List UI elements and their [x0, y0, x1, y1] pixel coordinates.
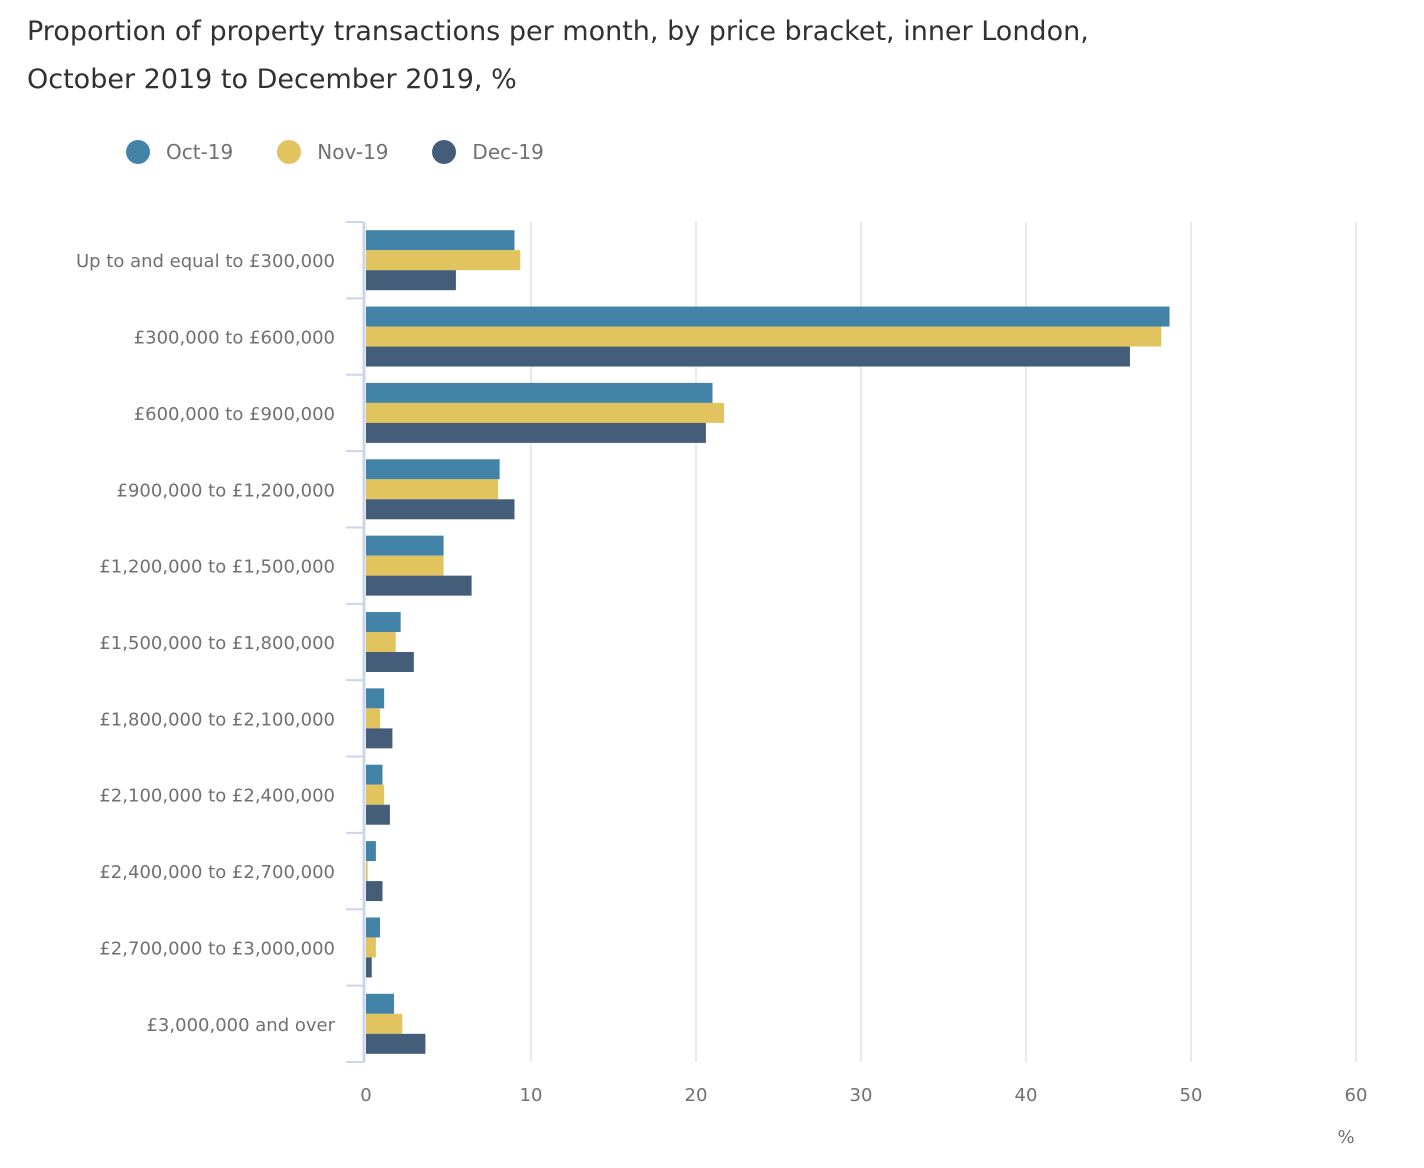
category-label: £1,500,000 to £1,800,000 — [99, 633, 335, 654]
x-tick-label: 20 — [685, 1085, 708, 1106]
bar-nov-19 — [366, 937, 376, 958]
legend-item[interactable]: Nov-19 — [277, 140, 388, 164]
x-tick-label: 0 — [360, 1085, 371, 1106]
bar-nov-19 — [366, 479, 498, 500]
bar-nov-19 — [366, 1013, 403, 1034]
bar-oct-19 — [366, 917, 381, 938]
bar-oct-19 — [366, 535, 444, 556]
category-label: £300,000 to £600,000 — [134, 328, 335, 349]
legend-item[interactable]: Dec-19 — [432, 140, 544, 164]
bar-dec-19 — [366, 881, 383, 902]
legend-marker-icon — [432, 140, 457, 164]
bar-oct-19 — [366, 764, 383, 785]
bar-nov-19 — [366, 250, 521, 271]
category-label: Up to and equal to £300,000 — [76, 251, 335, 272]
chart-title-line-1: Proportion of property transactions per … — [27, 16, 1089, 47]
category-label: £3,000,000 and over — [146, 1015, 335, 1036]
bar-oct-19 — [366, 993, 395, 1014]
bar-nov-19 — [366, 555, 444, 576]
bar-dec-19 — [366, 499, 515, 520]
bar-dec-19 — [366, 1033, 426, 1054]
bar-nov-19 — [366, 861, 368, 882]
legend-item[interactable]: Oct-19 — [126, 140, 233, 164]
bar-dec-19 — [366, 270, 456, 291]
bar-dec-19 — [366, 728, 393, 749]
bar-nov-19 — [366, 708, 381, 729]
x-tick-label: 10 — [520, 1085, 543, 1106]
chart-title-line-2: October 2019 to December 2019, % — [27, 64, 517, 95]
bar-dec-19 — [366, 575, 472, 596]
x-tick-label: 60 — [1345, 1085, 1368, 1106]
chart-title: Proportion of property transactions per … — [27, 8, 1327, 104]
bar-dec-19 — [366, 804, 390, 825]
category-label: £2,400,000 to £2,700,000 — [99, 862, 335, 883]
bar-nov-19 — [366, 402, 725, 423]
legend-marker-icon — [126, 140, 150, 164]
bar-dec-19 — [366, 422, 706, 443]
legend-label: Oct-19 — [166, 140, 234, 164]
bar-oct-19 — [366, 612, 401, 632]
category-label: £900,000 to £1,200,000 — [117, 480, 335, 501]
category-label: £1,800,000 to £2,100,000 — [99, 709, 335, 730]
bar-oct-19 — [366, 688, 385, 709]
bar-oct-19 — [366, 382, 713, 403]
category-label: £2,700,000 to £3,000,000 — [99, 938, 335, 959]
category-label: £2,100,000 to £2,400,000 — [99, 786, 335, 807]
category-label: £600,000 to £900,000 — [134, 404, 335, 425]
category-label: £1,200,000 to £1,500,000 — [99, 557, 335, 578]
bar-oct-19 — [366, 306, 1170, 327]
bar-oct-19 — [366, 841, 376, 862]
bar-dec-19 — [366, 652, 414, 672]
legend-label: Dec-19 — [472, 140, 544, 164]
x-tick-label: 40 — [1015, 1085, 1038, 1106]
x-tick-label: 30 — [850, 1085, 873, 1106]
legend-label: Nov-19 — [317, 140, 389, 164]
bar-dec-19 — [366, 346, 1130, 367]
legend-marker-icon — [277, 140, 302, 164]
x-tick-label: 50 — [1180, 1085, 1203, 1106]
legend: Oct-19 Nov-19 Dec-19 — [126, 140, 588, 164]
bar-dec-19 — [366, 957, 372, 978]
bar-nov-19 — [366, 326, 1162, 347]
x-axis-label: % — [1337, 1127, 1354, 1148]
bar-oct-19 — [366, 230, 515, 251]
bar-oct-19 — [366, 459, 500, 480]
bar-nov-19 — [366, 784, 385, 805]
bar-nov-19 — [366, 632, 396, 652]
